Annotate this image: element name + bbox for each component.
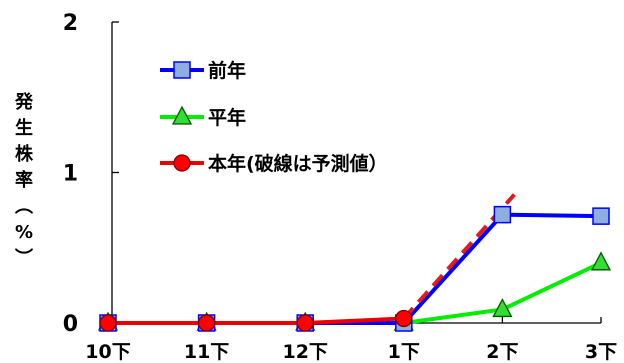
- y-axis: 0 1 2: [63, 11, 119, 337]
- x-tick-label: 12下: [282, 341, 327, 363]
- series-lines: [108, 193, 602, 325]
- legend-swatch-marker: [173, 154, 191, 172]
- data-point-0-5: [592, 207, 610, 225]
- y-tick-label: 0: [63, 312, 78, 337]
- legend-label: 本年(破線は予測値）: [208, 152, 388, 175]
- legend-item-1: 平年: [160, 105, 246, 129]
- data-point-2-1: [197, 314, 216, 332]
- series-line-2: [108, 316, 404, 325]
- x-tick-label: 2下: [486, 341, 518, 363]
- y-tick-label: 1: [63, 162, 78, 187]
- y-axis-title: 発生株率︵% ︶: [14, 91, 34, 269]
- legend-swatch-marker: [173, 61, 191, 79]
- legend-item-0: 前年: [160, 59, 246, 82]
- legend-label: 平年: [208, 106, 246, 129]
- legend-label: 前年: [208, 59, 246, 82]
- legend-item-2: 本年(破線は予測値）: [160, 152, 388, 175]
- series-line-0: [108, 212, 602, 325]
- series-line-1: [108, 260, 602, 325]
- x-tick-label: 3下: [585, 341, 617, 363]
- y-axis-label: 発生株率︵% ︶: [14, 91, 34, 269]
- x-tick-label: 1下: [388, 341, 420, 363]
- data-point-1-5: [590, 251, 612, 271]
- data-point-2-0: [99, 314, 117, 332]
- data-point-0-4: [493, 205, 512, 224]
- y-tick-label: 2: [63, 11, 78, 36]
- data-point-2-2: [296, 314, 314, 332]
- data-point-1-4: [492, 298, 513, 318]
- data-point-2-3: [395, 309, 413, 328]
- legend-swatch-marker: [171, 105, 193, 125]
- x-tick-label: 10下: [85, 341, 130, 363]
- series-markers: [97, 205, 612, 332]
- x-tick-label: 11下: [184, 341, 229, 363]
